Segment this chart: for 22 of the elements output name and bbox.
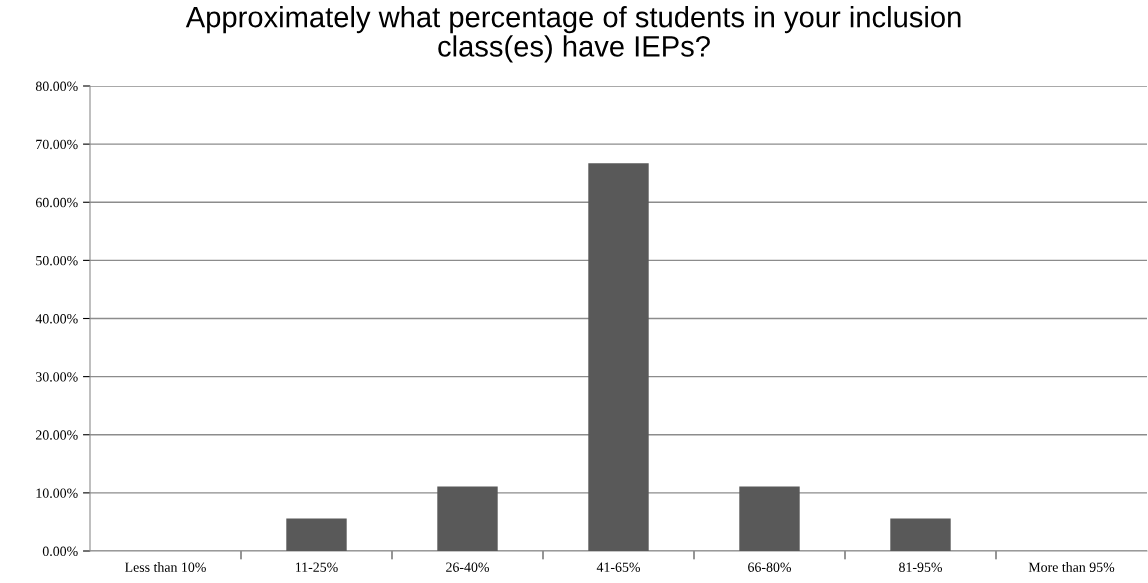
y-tick-label: 0.00% — [42, 546, 78, 557]
x-tick-label: 26-40% — [446, 562, 490, 572]
chart-title: Approximately what percentage of students in your inclusion class(es) have IEPs? — [185, 6, 961, 63]
y-tick-label: 40.00% — [35, 314, 78, 324]
x-tick-label: Less than 10% — [125, 562, 206, 572]
y-tick-label: 80.00% — [35, 81, 78, 92]
y-tick-label: 70.00% — [36, 139, 78, 150]
y-tick-label: 60.00% — [35, 197, 78, 208]
x-tick-label: 81-95% — [899, 562, 943, 572]
bar — [437, 486, 498, 551]
bar — [739, 486, 800, 551]
bar — [588, 163, 649, 551]
y-tick-label: 10.00% — [36, 488, 78, 498]
y-tick-label: 50.00% — [36, 255, 78, 266]
y-tick-label: 20.00% — [35, 430, 78, 440]
x-tick-label: More than 95% — [1028, 562, 1115, 572]
y-tick-label: 30.00% — [36, 372, 78, 382]
x-tick-label: 41-65% — [596, 562, 641, 572]
bar — [286, 518, 347, 551]
x-tick-label: 66-80% — [748, 562, 792, 572]
x-tick-label: 11-25% — [296, 562, 338, 572]
bar — [890, 518, 951, 551]
